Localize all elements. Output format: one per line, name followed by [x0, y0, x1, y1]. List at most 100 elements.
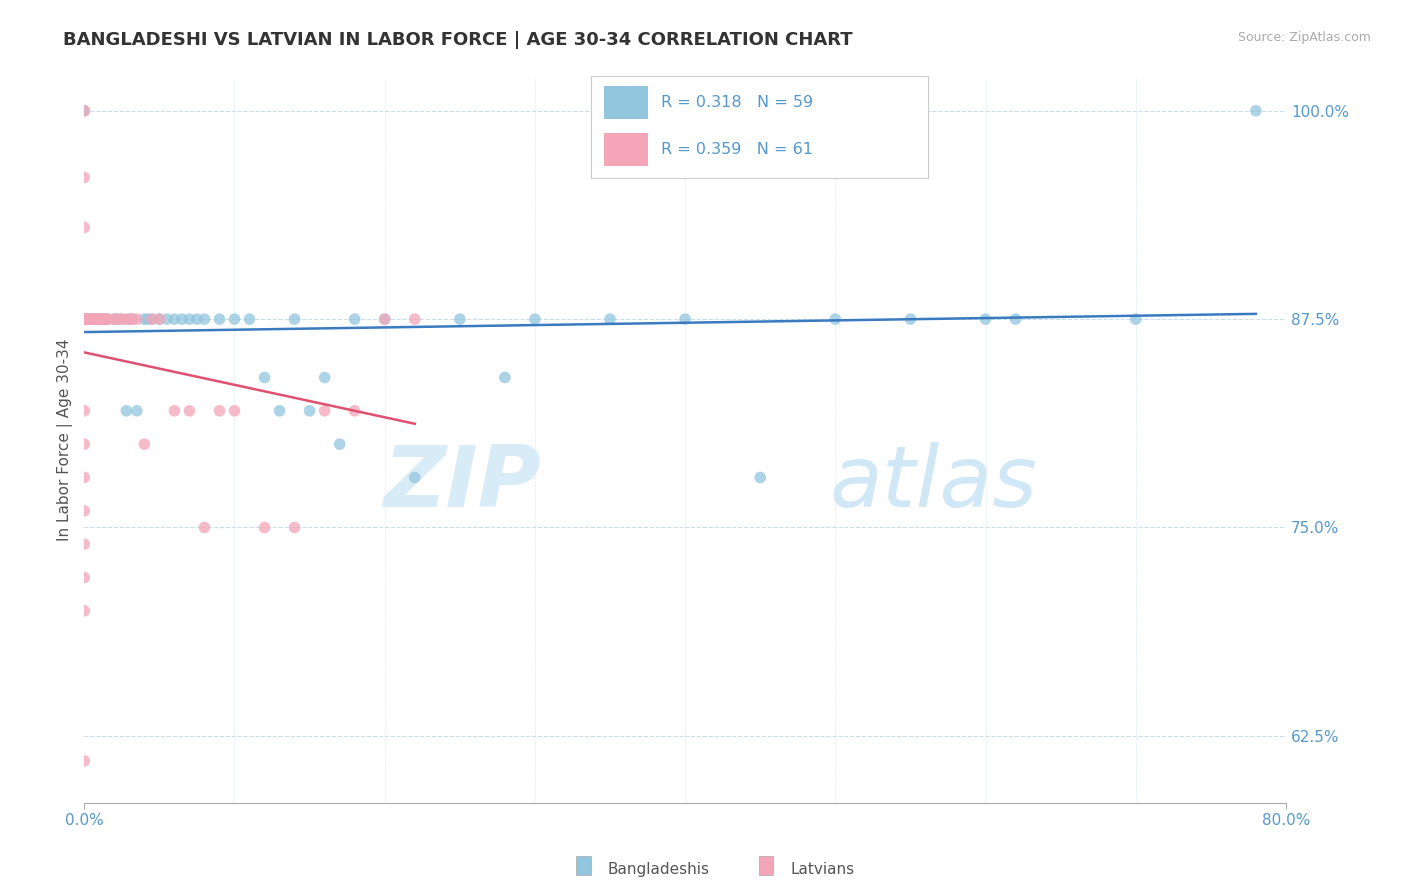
- Text: atlas: atlas: [830, 442, 1038, 525]
- Point: [193, 520, 215, 534]
- Point: [80, 312, 103, 326]
- Point: [208, 312, 231, 326]
- Point: [343, 312, 366, 326]
- Y-axis label: In Labor Force | Age 30-34: In Labor Force | Age 30-34: [58, 339, 73, 541]
- Point: [253, 370, 276, 384]
- Point: [93, 312, 115, 326]
- Point: [80, 312, 103, 326]
- Point: [404, 312, 426, 326]
- Point: [111, 312, 134, 326]
- Point: [314, 404, 336, 418]
- Point: [224, 404, 246, 418]
- Point: [80, 312, 103, 326]
- Point: [73, 312, 96, 326]
- Point: [115, 312, 138, 326]
- Point: [103, 312, 125, 326]
- Bar: [605, 87, 648, 119]
- Text: Latvians: Latvians: [790, 863, 855, 877]
- Point: [87, 312, 110, 326]
- Point: [284, 520, 307, 534]
- Point: [73, 312, 96, 326]
- Point: [284, 312, 307, 326]
- Point: [193, 312, 215, 326]
- Point: [179, 312, 201, 326]
- Text: R = 0.359   N = 61: R = 0.359 N = 61: [661, 142, 814, 157]
- Point: [96, 312, 118, 326]
- Point: [83, 312, 105, 326]
- Point: [314, 370, 336, 384]
- Point: [269, 404, 291, 418]
- Point: [208, 404, 231, 418]
- Point: [73, 312, 96, 326]
- Point: [94, 312, 117, 326]
- Point: [77, 312, 100, 326]
- Point: [103, 312, 125, 326]
- Point: [105, 312, 128, 326]
- Point: [343, 404, 366, 418]
- Point: [523, 312, 546, 326]
- Point: [73, 312, 96, 326]
- Point: [73, 312, 96, 326]
- Point: [298, 404, 321, 418]
- Point: [494, 370, 516, 384]
- Point: [136, 312, 159, 326]
- Point: [73, 170, 96, 185]
- Point: [148, 312, 170, 326]
- Point: [148, 312, 170, 326]
- Point: [73, 437, 96, 451]
- Point: [79, 312, 101, 326]
- Point: [73, 604, 96, 618]
- Point: [77, 312, 100, 326]
- Point: [170, 312, 193, 326]
- Point: [73, 312, 96, 326]
- Point: [73, 312, 96, 326]
- Point: [186, 312, 208, 326]
- Point: [73, 220, 96, 235]
- Point: [89, 312, 111, 326]
- Point: [121, 312, 143, 326]
- Point: [105, 312, 128, 326]
- Point: [84, 312, 107, 326]
- Point: [121, 312, 143, 326]
- Point: [73, 470, 96, 484]
- Point: [93, 312, 115, 326]
- Point: [141, 312, 163, 326]
- Point: [1004, 312, 1026, 326]
- Point: [73, 504, 96, 518]
- Point: [163, 404, 186, 418]
- Text: Source: ZipAtlas.com: Source: ZipAtlas.com: [1237, 31, 1371, 45]
- Point: [134, 312, 156, 326]
- Point: [1244, 103, 1267, 118]
- Point: [97, 312, 120, 326]
- Point: [73, 312, 96, 326]
- Point: [224, 312, 246, 326]
- Point: [94, 312, 117, 326]
- Point: [111, 312, 134, 326]
- Point: [73, 312, 96, 326]
- Point: [125, 404, 148, 418]
- Point: [91, 312, 114, 326]
- Point: [90, 312, 112, 326]
- Text: R = 0.318   N = 59: R = 0.318 N = 59: [661, 95, 814, 110]
- Point: [73, 312, 96, 326]
- Point: [73, 312, 96, 326]
- Point: [73, 570, 96, 584]
- Point: [125, 312, 148, 326]
- Point: [73, 312, 96, 326]
- Point: [374, 312, 396, 326]
- Point: [83, 312, 105, 326]
- Point: [73, 312, 96, 326]
- Point: [73, 537, 96, 551]
- Point: [73, 312, 96, 326]
- Point: [141, 312, 163, 326]
- Point: [118, 312, 141, 326]
- Point: [329, 437, 352, 451]
- Point: [82, 312, 104, 326]
- Point: [974, 312, 997, 326]
- Point: [73, 312, 96, 326]
- Text: ZIP: ZIP: [384, 442, 541, 525]
- Point: [824, 312, 846, 326]
- Point: [80, 312, 103, 326]
- Point: [73, 312, 96, 326]
- Point: [900, 312, 922, 326]
